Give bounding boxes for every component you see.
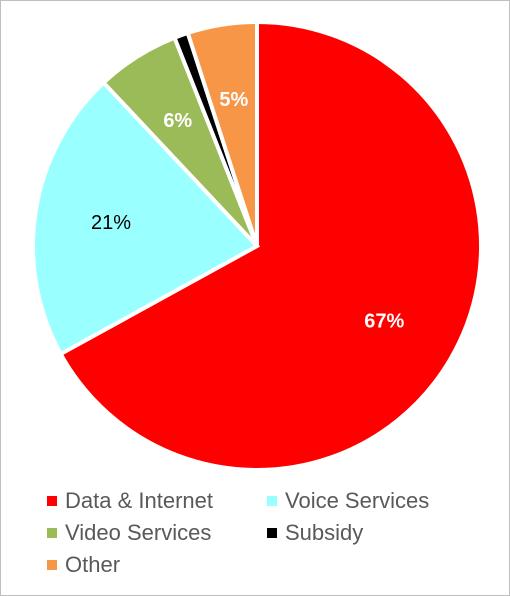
legend-swatch-subsidy xyxy=(267,528,277,538)
legend-item-other: Other xyxy=(47,552,267,578)
legend-item-data-internet: Data & Internet xyxy=(47,488,267,514)
legend-item-voice-services: Voice Services xyxy=(267,488,487,514)
legend-label-subsidy: Subsidy xyxy=(285,520,364,545)
legend-swatch-voice-services xyxy=(267,496,277,506)
legend-label-other: Other xyxy=(65,552,121,577)
legend-label-voice-services: Voice Services xyxy=(285,488,430,513)
pie-label-other: 5% xyxy=(219,89,248,111)
pie-chart: 67% 21% 6% 5% xyxy=(31,19,483,472)
legend-item-video-services: Video Services xyxy=(47,520,267,546)
pie-slice-data-internet xyxy=(57,19,483,472)
legend-swatch-data-internet xyxy=(47,496,57,506)
legend-label-data-internet: Data & Internet xyxy=(65,488,213,513)
pie-slice-voice-services xyxy=(31,79,261,357)
chart-legend: Data & Internet Voice Services Video Ser… xyxy=(47,488,487,578)
pie-label-data-internet: 67% xyxy=(364,310,404,332)
pie-label-voice-services: 21% xyxy=(91,212,131,234)
legend-label-video-services: Video Services xyxy=(65,520,212,545)
legend-item-subsidy: Subsidy xyxy=(267,520,487,546)
pie-slice-other xyxy=(185,19,259,247)
legend-swatch-video-services xyxy=(47,528,57,538)
legend-swatch-other xyxy=(47,560,57,570)
pie-label-video-services: 6% xyxy=(163,110,192,132)
